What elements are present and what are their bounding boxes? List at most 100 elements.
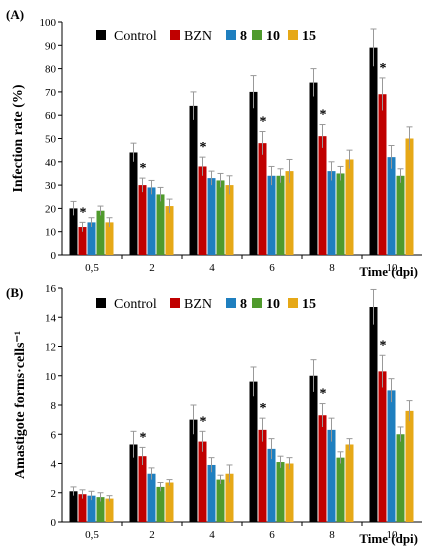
significance-star: * <box>320 387 327 402</box>
bar-8 <box>267 448 276 522</box>
bar-bzn <box>318 136 327 255</box>
panel-label: (B) <box>6 285 23 300</box>
y-tick-label: 12 <box>45 342 56 354</box>
legend-label: 15 <box>302 297 316 312</box>
legend-swatch-8 <box>226 298 236 308</box>
legend-swatch-15 <box>288 298 298 308</box>
bar-10 <box>216 479 225 522</box>
bar-8 <box>87 495 96 522</box>
bar-8 <box>207 178 216 255</box>
legend-label: Control <box>114 29 157 44</box>
bar-10 <box>336 173 345 255</box>
bar-10 <box>156 486 165 522</box>
bar-8 <box>327 429 336 522</box>
bar-control <box>189 419 198 522</box>
bar-15 <box>345 444 354 522</box>
significance-star: * <box>140 430 147 445</box>
legend-swatch-control <box>96 30 106 40</box>
x-tick-label: 6 <box>269 262 275 274</box>
bar-bzn <box>198 441 207 522</box>
significance-star: * <box>80 205 87 220</box>
y-tick-label: 14 <box>45 312 57 324</box>
bar-10 <box>276 175 285 255</box>
bar-control <box>69 208 78 255</box>
panel-label: (A) <box>6 7 24 22</box>
bar-15 <box>285 171 294 255</box>
legend-swatch-control <box>96 298 106 308</box>
legend-label: Control <box>114 297 157 312</box>
legend-swatch-bzn <box>170 30 180 40</box>
y-tick-label: 20 <box>45 203 57 215</box>
y-tick-label: 10 <box>45 371 57 383</box>
y-tick-label: 60 <box>45 110 57 122</box>
bar-bzn <box>258 143 267 255</box>
legend-label: 10 <box>266 29 280 44</box>
bar-control <box>249 381 258 522</box>
bar-control <box>129 152 138 255</box>
bar-10 <box>396 175 405 255</box>
bar-10 <box>276 462 285 522</box>
y-tick-label: 30 <box>45 180 57 192</box>
bar-8 <box>207 464 216 522</box>
y-axis-label: Amastigote forms·cells⁻¹ <box>13 331 28 479</box>
bar-8 <box>387 390 396 522</box>
bar-15 <box>105 222 114 255</box>
bar-8 <box>147 187 156 255</box>
bar-15 <box>345 159 354 255</box>
bar-15 <box>285 463 294 522</box>
bar-8 <box>147 473 156 522</box>
bar-bzn <box>78 227 87 255</box>
bar-control <box>129 444 138 522</box>
x-tick-label: 4 <box>209 529 215 541</box>
bar-control <box>249 91 258 256</box>
bar-15 <box>165 206 174 255</box>
y-tick-label: 40 <box>45 157 57 169</box>
x-tick-label: 0,5 <box>85 262 99 274</box>
bar-bzn <box>378 371 387 522</box>
y-tick-label: 10 <box>45 227 57 239</box>
bar-bzn <box>138 456 147 522</box>
y-tick-label: 0 <box>51 250 57 262</box>
x-axis-label: Time (dpi) <box>359 531 418 546</box>
y-tick-label: 4 <box>51 459 57 471</box>
y-tick-label: 0 <box>51 517 57 529</box>
legend-label: BZN <box>184 29 212 44</box>
bar-15 <box>165 482 174 522</box>
bar-15 <box>105 498 114 522</box>
bar-8 <box>87 222 96 255</box>
x-tick-label: 8 <box>329 529 335 541</box>
bar-15 <box>225 185 234 255</box>
legend-label: 10 <box>266 297 280 312</box>
bar-10 <box>336 457 345 522</box>
significance-star: * <box>200 414 207 429</box>
significance-star: * <box>260 401 267 416</box>
significance-star: * <box>260 115 267 130</box>
y-tick-label: 70 <box>45 87 57 99</box>
chart-panel-a: (A) 0 10 20 30 40 50 60 70 80 90 100 Infection rate … <box>6 7 422 279</box>
y-axis-label: Infection rate (%) <box>11 84 26 192</box>
x-tick-label: 6 <box>269 529 275 541</box>
bar-10 <box>396 434 405 522</box>
bar-bzn <box>198 166 207 255</box>
bar-8 <box>387 157 396 255</box>
bar-bzn <box>378 94 387 255</box>
y-tick-label: 90 <box>45 40 57 52</box>
legend-swatch-15 <box>288 30 298 40</box>
bar-15 <box>405 410 414 522</box>
y-tick-label: 100 <box>40 17 57 29</box>
significance-star: * <box>380 338 387 353</box>
significance-star: * <box>140 161 147 176</box>
x-tick-label: 8 <box>329 262 335 274</box>
chart-panel-b: (B) 0 2 4 6 8 10 12 14 16 Amastigote forms·cells⁻¹… <box>6 283 422 546</box>
bar-bzn <box>138 185 147 255</box>
bar-control <box>369 307 378 522</box>
y-tick-label: 2 <box>51 488 57 500</box>
x-tick-label: 10 <box>387 262 399 274</box>
significance-star: * <box>380 61 387 76</box>
x-tick-label: 2 <box>149 529 155 541</box>
bar-control <box>309 375 318 522</box>
bar-bzn <box>258 429 267 522</box>
y-tick-label: 50 <box>45 134 57 146</box>
y-tick-label: 6 <box>51 429 57 441</box>
